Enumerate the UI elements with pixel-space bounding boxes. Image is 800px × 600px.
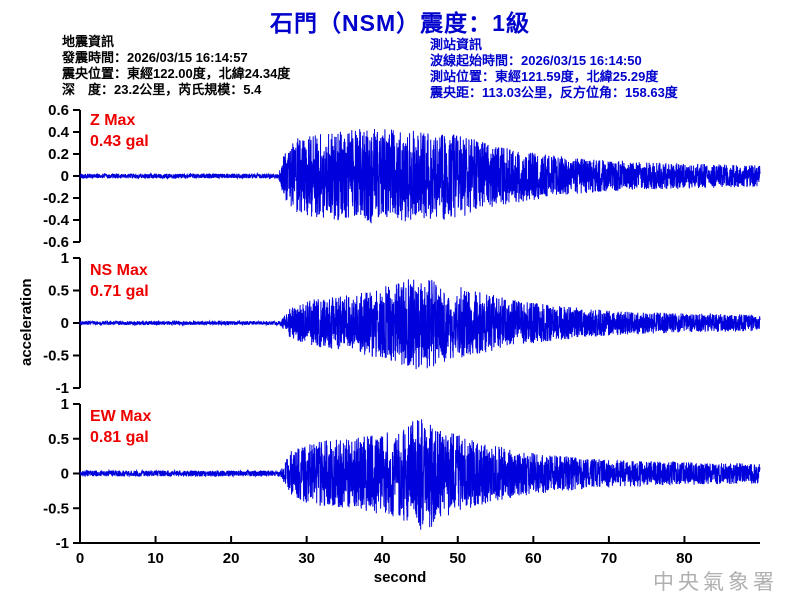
y-tick-label-z: 0	[61, 168, 69, 185]
depth-magnitude: 深 度：23.2公里，芮氏規模：5.4	[62, 82, 262, 97]
wave-start-time: 波線起始時間：2026/03/15 16:14:50	[430, 53, 642, 68]
earthquake-info: 地震資訊 發震時間：2026/03/15 16:14:57 震央位置：東經122…	[62, 34, 290, 98]
x-tick-label: 30	[298, 550, 315, 567]
trace-name-ns: NS Max	[90, 262, 148, 279]
x-tick-label: 10	[147, 550, 164, 567]
x-tick-label: 50	[449, 550, 466, 567]
trace-max-label-z: Z Max 0.43 gal	[90, 110, 149, 152]
agency-watermark: 中央氣象署	[653, 570, 778, 594]
y-tick-label-z: 0.4	[48, 124, 70, 141]
trace-name-z: Z Max	[90, 112, 136, 129]
waveform-trace-ns	[79, 279, 761, 370]
y-tick-label-ew: -1	[56, 535, 69, 552]
trace-name-ew: EW Max	[90, 408, 152, 425]
y-tick-label-z: -0.4	[43, 212, 70, 229]
epicenter-location: 震央位置：東經122.00度，北緯24.34度	[62, 66, 291, 81]
y-tick-label-ew: 1	[61, 396, 69, 413]
station-location: 測站位置：東經121.59度，北緯25.29度	[430, 69, 659, 84]
x-tick-label: 70	[601, 550, 618, 567]
x-tick-label: 20	[223, 550, 240, 567]
origin-time: 發震時間：2026/03/15 16:14:57	[62, 50, 248, 65]
waveform-trace-z	[79, 128, 761, 224]
station-info-heading: 測站資訊	[430, 37, 483, 52]
epicentral-distance: 震央距：113.03公里，反方位角：158.63度	[430, 85, 678, 100]
station-info: 測站資訊 波線起始時間：2026/03/15 16:14:50 測站位置：東經1…	[430, 37, 678, 101]
x-tick-label: 0	[76, 550, 84, 567]
x-tick-label: 60	[525, 550, 542, 567]
y-tick-label-ns: 1	[61, 250, 69, 267]
y-tick-label-ew: 0.5	[48, 431, 69, 448]
y-tick-label-z: 0.2	[48, 146, 69, 163]
y-tick-label-ew: -0.5	[43, 500, 69, 517]
trace-maxvalue-ew: 0.81 gal	[90, 429, 149, 446]
waveform-trace-ew	[79, 419, 761, 530]
earthquake-info-heading: 地震資訊	[62, 34, 115, 49]
y-tick-label-ns: 0.5	[48, 283, 69, 300]
y-tick-label-z: 0.6	[48, 102, 69, 119]
y-tick-label-z: -0.2	[43, 190, 69, 207]
trace-max-label-ns: NS Max 0.71 gal	[90, 260, 149, 302]
x-axis-title: second	[373, 569, 427, 586]
trace-maxvalue-ns: 0.71 gal	[90, 283, 149, 300]
y-tick-label-ew: 0	[61, 466, 69, 483]
trace-max-label-ew: EW Max 0.81 gal	[90, 406, 151, 448]
x-tick-label: 80	[676, 550, 693, 567]
y-tick-label-ns: -0.5	[43, 348, 69, 365]
y-tick-label-z: -0.6	[43, 234, 69, 251]
x-tick-label: 40	[374, 550, 391, 567]
page-title: 石門（NSM）震度：1級	[270, 10, 530, 36]
y-tick-label-ns: 0	[61, 315, 69, 332]
y-tick-label-ns: -1	[56, 380, 69, 397]
trace-maxvalue-z: 0.43 gal	[90, 133, 149, 150]
